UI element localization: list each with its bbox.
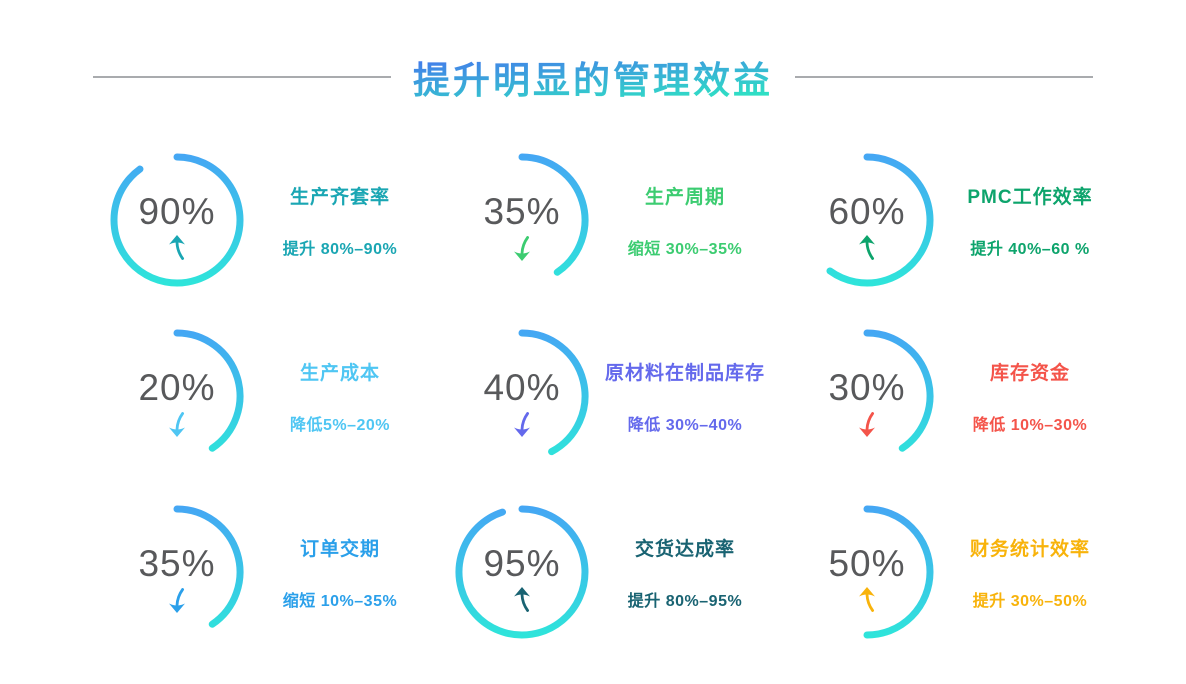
gauge-ring: 35%: [107, 502, 247, 642]
trend-down-icon: [169, 411, 185, 437]
trend-down-icon: [514, 235, 530, 261]
gauge-ring: 90%: [107, 150, 247, 290]
gauge-text: 生产成本 降低5%–20%: [255, 358, 425, 435]
metric-range: 缩短 10%–35%: [282, 592, 398, 610]
gauge-cell: 50% 财务统计效率 提升 30%–50%: [797, 484, 1142, 660]
metric-label: PMC工作效率: [967, 186, 1093, 208]
metric-range: 提升 40%–60 %: [970, 240, 1090, 258]
percent-value: 35%: [138, 542, 216, 584]
metric-label: 生产成本: [299, 362, 380, 384]
gauge-cell: 20% 生产成本 降低5%–20%: [107, 308, 452, 484]
progress-arc: [518, 329, 589, 456]
metric-label: 原材料在制品库存: [604, 362, 765, 384]
gauge-ring: 35%: [452, 150, 592, 290]
gauge-text: 生产齐套率 提升 80%–90%: [255, 182, 425, 259]
metric-range: 提升 80%–95%: [627, 592, 743, 610]
percent-value: 30%: [828, 366, 906, 408]
gauge-cell: 35% 订单交期 缩短 10%–35%: [107, 484, 452, 660]
gauge-cell: 60% PMC工作效率 提升 40%–60 %: [797, 132, 1142, 308]
metric-label: 生产齐套率: [289, 186, 390, 208]
percent-value: 90%: [138, 190, 216, 232]
metric-range: 提升 80%–90%: [282, 240, 398, 258]
gauge-cell: 95% 交货达成率 提升 80%–95%: [452, 484, 797, 660]
trend-down-icon: [859, 411, 875, 437]
metric-range: 降低 30%–40%: [627, 416, 743, 434]
metric-range: 降低 10%–30%: [972, 416, 1088, 434]
trend-up-icon: [514, 586, 530, 612]
gauge-ring: 95%: [452, 502, 592, 642]
percent-value: 95%: [483, 542, 561, 584]
percent-value: 20%: [138, 366, 216, 408]
gauge-cell: 30% 库存资金 降低 10%–30%: [797, 308, 1142, 484]
progress-arc: [863, 329, 934, 452]
gauge-text: 财务统计效率 提升 30%–50%: [945, 534, 1115, 611]
gauge-text: 库存资金 降低 10%–30%: [945, 358, 1115, 435]
gauge-ring: 50%: [797, 502, 937, 642]
trend-up-icon: [859, 586, 875, 612]
trend-up-icon: [169, 234, 185, 260]
gauge-ring: 30%: [797, 326, 937, 466]
percent-value: 35%: [483, 190, 561, 232]
metric-label: 库存资金: [989, 362, 1070, 384]
page-title: 提升明显的管理效益: [413, 50, 773, 104]
gauge-text: PMC工作效率 提升 40%–60 %: [945, 182, 1115, 259]
gauge-text: 交货达成率 提升 80%–95%: [600, 534, 770, 611]
progress-arc: [863, 505, 934, 639]
gauge-cell: 35% 生产周期 缩短 30%–35%: [452, 132, 797, 308]
gauge-text: 原材料在制品库存 降低 30%–40%: [600, 358, 770, 435]
title-divider-right: [795, 76, 1093, 78]
progress-arc: [173, 505, 244, 628]
percent-value: 60%: [828, 190, 906, 232]
metric-label: 生产周期: [644, 186, 725, 208]
metric-range: 提升 30%–50%: [972, 592, 1088, 610]
gauge-text: 生产周期 缩短 30%–35%: [600, 182, 770, 259]
progress-arc: [518, 153, 589, 276]
metric-label: 财务统计效率: [969, 538, 1090, 560]
title-divider-left: [93, 76, 391, 78]
trend-up-icon: [859, 234, 875, 260]
progress-arc: [826, 153, 934, 287]
header: 提升明显的管理效益: [0, 52, 1186, 102]
metric-label: 交货达成率: [634, 538, 735, 560]
gauge-cell: 90% 生产齐套率 提升 80%–90%: [107, 132, 452, 308]
progress-arc: [110, 153, 244, 287]
metric-label: 订单交期: [299, 538, 380, 560]
gauge-ring: 20%: [107, 326, 247, 466]
gauge-cell: 40% 原材料在制品库存 降低 30%–40%: [452, 308, 797, 484]
percent-value: 50%: [828, 542, 906, 584]
gauge-ring: 60%: [797, 150, 937, 290]
trend-down-icon: [514, 411, 530, 437]
metric-range: 降低5%–20%: [289, 416, 391, 434]
trend-down-icon: [169, 587, 185, 613]
metric-range: 缩短 30%–35%: [627, 240, 743, 258]
progress-arc: [455, 505, 589, 639]
progress-arc: [173, 329, 244, 452]
gauge-ring: 40%: [452, 326, 592, 466]
percent-value: 40%: [483, 366, 561, 408]
gauge-grid: 90% 生产齐套率 提升 80%–90% 35%: [107, 132, 1142, 660]
gauge-text: 订单交期 缩短 10%–35%: [255, 534, 425, 611]
